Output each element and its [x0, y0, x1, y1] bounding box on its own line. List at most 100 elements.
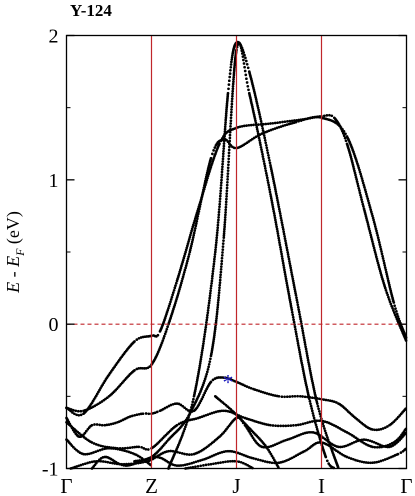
band-point: [217, 218, 220, 222]
band-point: [230, 102, 234, 106]
band-point: [181, 432, 185, 435]
band-point: [192, 233, 196, 237]
band-point: [360, 177, 364, 180]
band-point: [359, 172, 363, 176]
band-point: [163, 406, 167, 410]
band-point: [305, 354, 309, 358]
band-point: [199, 360, 202, 363]
band-point: [179, 283, 183, 287]
band-point: [292, 281, 295, 285]
band-point: [223, 220, 227, 224]
band-point: [215, 317, 218, 320]
band-point: [271, 203, 274, 207]
band-point: [254, 457, 258, 461]
band-point: [231, 459, 234, 463]
band-point: [242, 461, 245, 465]
band-point: [303, 117, 306, 121]
band-point: [287, 257, 291, 261]
band-point: [263, 391, 267, 395]
band-point: [114, 421, 117, 425]
band-point: [222, 149, 225, 153]
band-point: [88, 461, 92, 464]
band-point: [203, 379, 206, 383]
band-point: [379, 427, 383, 431]
band-point: [207, 301, 211, 305]
band-point: [253, 117, 257, 120]
band-point: [128, 446, 132, 450]
band-point: [216, 223, 220, 227]
band-point: [214, 243, 218, 247]
band-point: [306, 356, 310, 360]
band-point: [373, 248, 376, 252]
band-point: [135, 413, 139, 417]
band-point: [190, 240, 194, 244]
band-point: [208, 294, 212, 298]
band-point: [221, 160, 225, 163]
band-point: [202, 339, 206, 343]
band-point: [287, 290, 290, 293]
band-point: [378, 445, 381, 449]
band-point: [262, 157, 265, 161]
band-point: [309, 430, 313, 434]
band-point: [231, 87, 235, 91]
band-point: [373, 225, 377, 228]
band-point: [219, 276, 222, 279]
band-point: [205, 321, 208, 324]
band-point: [243, 65, 246, 69]
band-point: [221, 152, 225, 156]
band-point: [213, 331, 216, 335]
band-point: [373, 251, 377, 254]
band-point: [369, 208, 373, 211]
band-point: [254, 98, 258, 101]
band-point: [226, 460, 230, 463]
band-point: [177, 464, 181, 467]
band-point: [301, 365, 304, 369]
band-8: [213, 394, 280, 469]
band-point: [241, 48, 245, 52]
band-point: [204, 325, 208, 329]
band-point: [362, 460, 366, 464]
band-point: [324, 455, 328, 459]
band-point: [196, 459, 200, 463]
band-point: [221, 460, 225, 464]
band-point: [209, 156, 213, 160]
svg-text:E - EF (eV): E - EF (eV): [3, 211, 27, 294]
band-point: [294, 291, 297, 295]
band-point: [276, 232, 280, 235]
band-point: [199, 198, 203, 202]
band-point: [187, 255, 190, 258]
band-point: [292, 320, 296, 324]
band-point: [372, 218, 375, 222]
band-point: [212, 335, 216, 339]
band-point: [195, 378, 199, 382]
band-point: [227, 163, 230, 167]
band-point: [212, 462, 215, 466]
band-point: [209, 284, 213, 288]
band-point: [238, 125, 242, 129]
band-point: [98, 423, 102, 427]
band-point: [295, 334, 299, 338]
band-point: [232, 69, 236, 73]
band-point: [136, 461, 140, 464]
band-point: [162, 337, 165, 340]
band-point: [111, 447, 115, 450]
band-point: [166, 325, 169, 329]
band-point: [384, 270, 388, 274]
band-point: [103, 445, 107, 449]
band-point: [289, 268, 293, 272]
band-point: [293, 285, 296, 289]
band-point: [216, 308, 219, 311]
band-point: [265, 423, 268, 426]
band-point: [224, 211, 227, 214]
band-point: [200, 351, 204, 354]
band-point: [217, 213, 221, 217]
band-point: [201, 344, 205, 348]
band-point: [189, 408, 193, 412]
band-point: [287, 255, 290, 259]
band-point: [295, 118, 299, 122]
band-point: [356, 184, 360, 188]
band-point: [226, 175, 230, 178]
band-point: [227, 83, 231, 86]
band-point: [220, 254, 224, 257]
band-point: [300, 327, 304, 330]
